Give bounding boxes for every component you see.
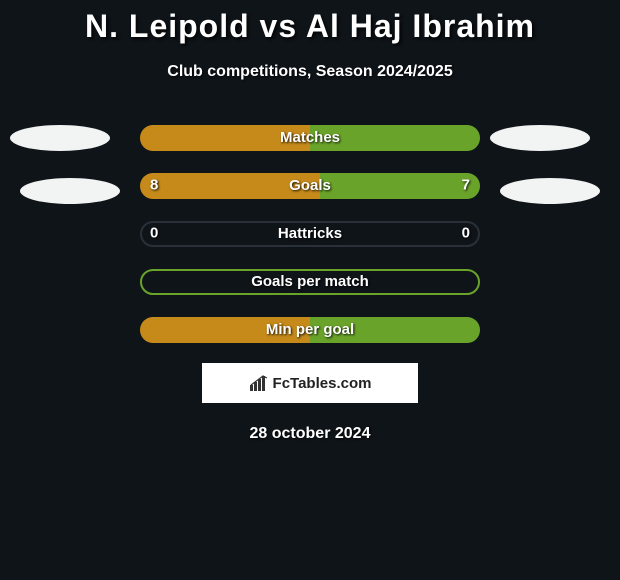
date-text: 28 october 2024	[0, 425, 620, 443]
page-title: N. Leipold vs Al Haj Ibrahim	[0, 0, 620, 45]
stat-row: 87Goals	[140, 173, 480, 199]
logo-text: FcTables.com	[273, 375, 372, 392]
stat-row: 00Hattricks	[140, 221, 480, 247]
side-ellipse	[500, 178, 600, 204]
chart-icon	[249, 375, 269, 391]
stat-label: Min per goal	[140, 321, 480, 338]
stat-row: Matches	[140, 125, 480, 151]
stats-area: Matches 87Goals 00Hattricks Goals per match…	[0, 125, 620, 343]
side-ellipse	[490, 125, 590, 151]
stat-label: Matches	[140, 129, 480, 146]
stat-label: Hattricks	[140, 225, 480, 242]
site-logo[interactable]: FcTables.com	[202, 363, 418, 403]
stat-row: Goals per match	[140, 269, 480, 295]
side-ellipse	[10, 125, 110, 151]
stat-label: Goals	[140, 177, 480, 194]
side-ellipse	[20, 178, 120, 204]
stat-label: Goals per match	[140, 273, 480, 290]
subtitle: Club competitions, Season 2024/2025	[0, 63, 620, 81]
stat-row: Min per goal	[140, 317, 480, 343]
